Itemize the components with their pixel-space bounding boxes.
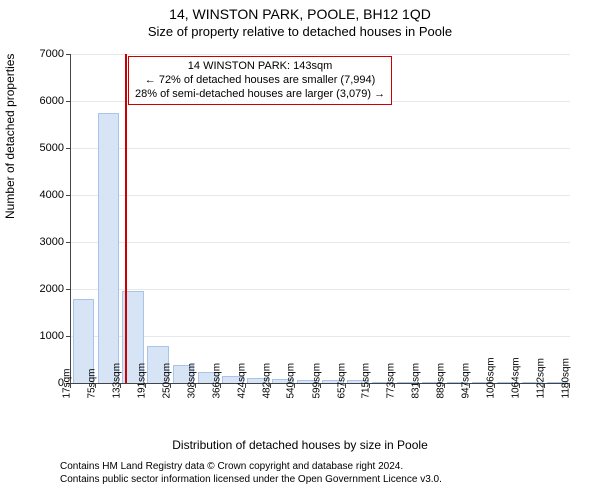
y-tick-mark xyxy=(66,242,71,243)
y-tick-label: 0 xyxy=(34,377,64,389)
y-tick-mark xyxy=(66,54,71,55)
y-tick-mark xyxy=(66,289,71,290)
chart-title-sub: Size of property relative to detached ho… xyxy=(0,24,600,39)
annotation-line-2: ← 72% of detached houses are smaller (7,… xyxy=(135,74,385,88)
gridline xyxy=(71,242,570,243)
y-tick-mark xyxy=(66,148,71,149)
property-marker-line xyxy=(125,54,127,383)
chart-title-main: 14, WINSTON PARK, POOLE, BH12 1QD xyxy=(0,6,600,22)
gridline xyxy=(71,195,570,196)
footer-line-2: Contains public sector information licen… xyxy=(60,473,442,486)
y-tick-label: 1000 xyxy=(34,330,64,342)
x-axis-label: Distribution of detached houses by size … xyxy=(0,438,600,452)
annotation-line-1: 14 WINSTON PARK: 143sqm xyxy=(135,60,385,74)
y-tick-label: 6000 xyxy=(34,95,64,107)
y-tick-label: 3000 xyxy=(34,236,64,248)
y-tick-mark xyxy=(66,336,71,337)
y-tick-label: 4000 xyxy=(34,189,64,201)
gridline xyxy=(71,289,570,290)
y-tick-label: 2000 xyxy=(34,283,64,295)
y-tick-label: 5000 xyxy=(34,142,64,154)
attribution-footer: Contains HM Land Registry data © Crown c… xyxy=(60,460,442,486)
gridline xyxy=(71,148,570,149)
gridline xyxy=(71,54,570,55)
y-tick-label: 7000 xyxy=(34,48,64,60)
histogram-chart: 14, WINSTON PARK, POOLE, BH12 1QD Size o… xyxy=(0,0,600,500)
y-axis-label: Number of detached properties xyxy=(3,54,17,219)
y-tick-mark xyxy=(66,195,71,196)
footer-line-1: Contains HM Land Registry data © Crown c… xyxy=(60,460,442,473)
annotation-line-3: 28% of semi-detached houses are larger (… xyxy=(135,88,385,102)
y-tick-mark xyxy=(66,101,71,102)
histogram-bar xyxy=(98,113,119,383)
gridline xyxy=(71,336,570,337)
property-annotation: 14 WINSTON PARK: 143sqm← 72% of detached… xyxy=(128,56,392,105)
